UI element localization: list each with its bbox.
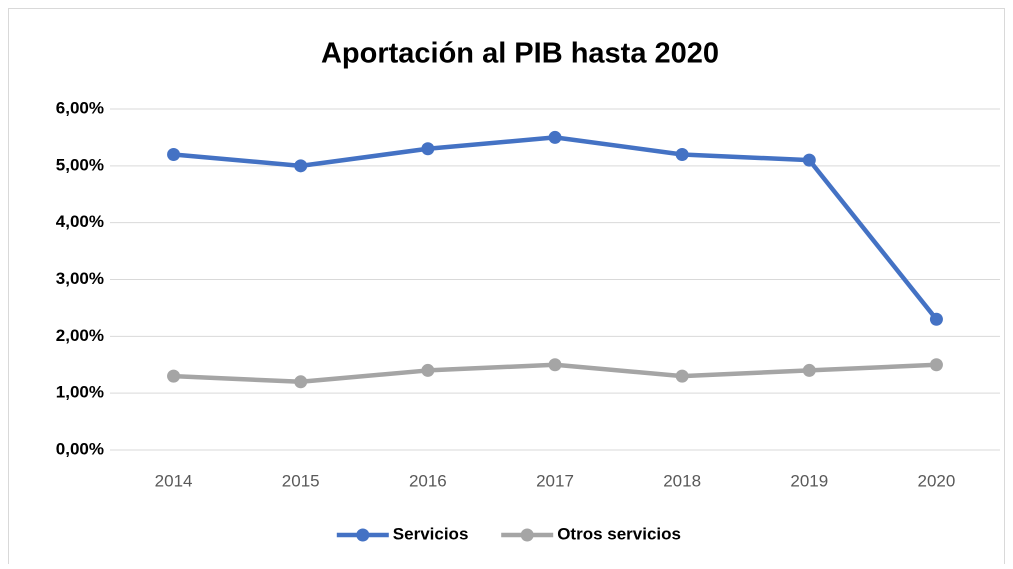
- data-point: [548, 130, 562, 144]
- y-tick-label: 3,00%: [56, 269, 104, 288]
- x-tick-label: 2019: [790, 471, 828, 490]
- data-point: [675, 369, 689, 383]
- x-tick-label: 2017: [536, 471, 574, 490]
- y-tick-label: 5,00%: [56, 155, 104, 174]
- data-point: [802, 153, 816, 167]
- data-point: [802, 363, 816, 377]
- legend-label: Servicios: [393, 524, 469, 543]
- x-tick-label: 2015: [282, 471, 320, 490]
- data-point: [421, 363, 435, 377]
- data-point: [167, 147, 181, 161]
- y-tick-label: 2,00%: [56, 326, 104, 345]
- y-tick-label: 0,00%: [56, 439, 104, 458]
- data-point: [294, 159, 308, 173]
- data-point: [929, 358, 943, 372]
- data-point: [929, 312, 943, 326]
- chart-frame: [8, 8, 1005, 569]
- data-point: [294, 375, 308, 389]
- x-tick-label: 2018: [663, 471, 701, 490]
- legend-label: Otros servicios: [557, 524, 681, 543]
- data-point: [675, 147, 689, 161]
- y-tick-label: 6,00%: [56, 98, 104, 117]
- data-point: [167, 369, 181, 383]
- x-tick-label: 2020: [918, 471, 956, 490]
- y-tick-label: 4,00%: [56, 212, 104, 231]
- legend-marker: [520, 528, 534, 542]
- y-tick-label: 1,00%: [56, 383, 104, 402]
- x-tick-label: 2016: [409, 471, 447, 490]
- chart-title: Aportación al PIB hasta 2020: [321, 38, 719, 70]
- legend-marker: [356, 528, 370, 542]
- data-point: [548, 358, 562, 372]
- data-point: [421, 142, 435, 156]
- x-tick-label: 2014: [155, 471, 193, 490]
